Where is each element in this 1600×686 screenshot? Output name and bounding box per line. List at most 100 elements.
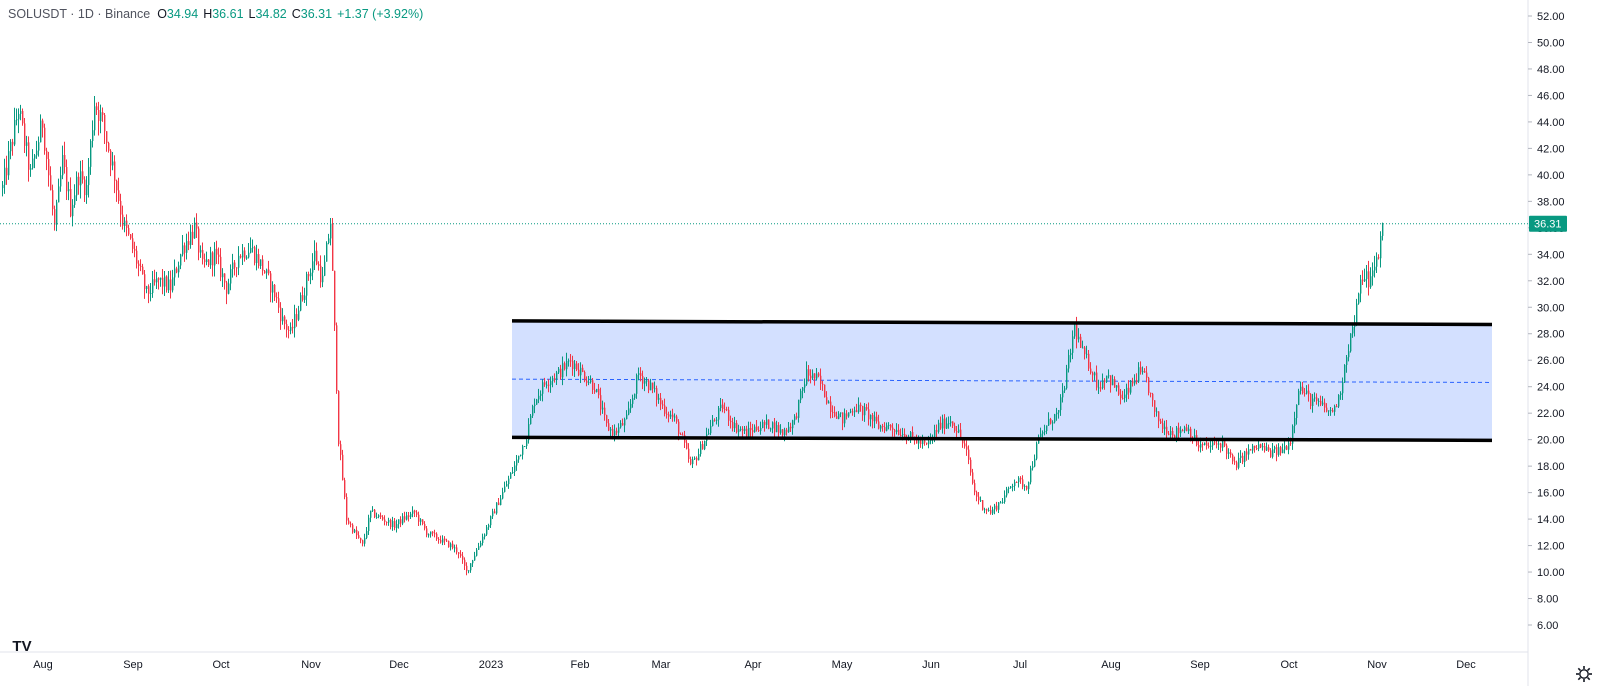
candle-body <box>502 491 504 499</box>
candle-body <box>196 222 198 229</box>
candle-body <box>342 454 344 481</box>
candle-body <box>962 437 964 444</box>
candle-body <box>378 515 380 517</box>
candle-body <box>272 284 274 293</box>
candle-body <box>830 401 832 413</box>
symbol-title[interactable]: SOLUSDT · 1D · Binance <box>8 7 151 21</box>
tradingview-logo-icon[interactable]: TV <box>12 637 32 655</box>
candle-body <box>744 428 746 432</box>
time-axis-label: Nov <box>301 659 321 671</box>
candle-body <box>1130 380 1132 393</box>
candle-body <box>950 421 952 424</box>
candle-body <box>74 195 76 205</box>
candle-body <box>218 254 220 257</box>
candle-body <box>482 536 484 543</box>
candle-body <box>20 111 22 114</box>
candle-body <box>836 416 838 419</box>
candle-body <box>770 428 772 430</box>
candle-body <box>284 316 286 325</box>
price-axis-label: 6.00 <box>1537 620 1558 632</box>
candle-body <box>778 425 780 433</box>
candle-body <box>670 414 672 417</box>
price-axis-label: 34.00 <box>1537 249 1565 261</box>
candle-body <box>14 119 16 145</box>
candle-body <box>802 387 804 391</box>
candle-body <box>772 422 774 429</box>
time-axis-label: 2023 <box>479 659 503 671</box>
candle-body <box>570 360 572 362</box>
candle-body <box>470 563 472 571</box>
candle-body <box>480 542 482 547</box>
candle-body <box>148 286 150 294</box>
candle-body <box>994 505 996 510</box>
candle-body <box>230 269 232 284</box>
candle-body <box>1046 425 1048 431</box>
candle-body <box>366 530 368 538</box>
candle-body <box>1362 279 1364 282</box>
candle-body <box>728 409 730 421</box>
candle-body <box>360 538 362 541</box>
candle-body <box>326 243 328 262</box>
candle-body <box>638 373 640 376</box>
candle-body <box>46 150 48 160</box>
candle-body <box>1050 418 1052 424</box>
candle-body <box>898 429 900 435</box>
price-axis-label: 52.00 <box>1537 11 1565 23</box>
candle-body <box>330 223 332 239</box>
candle-body <box>292 326 294 329</box>
candle-body <box>178 265 180 273</box>
candle-body <box>544 382 546 385</box>
candle-body <box>1168 433 1170 435</box>
candle-body <box>814 373 816 379</box>
candle-body <box>886 425 888 431</box>
candle-body <box>1342 381 1344 394</box>
channel-lower-line[interactable] <box>511 435 1493 443</box>
candle-body <box>788 426 790 433</box>
candle-body <box>1028 482 1030 490</box>
candle-body <box>352 524 354 533</box>
candle-body <box>900 434 902 436</box>
channel-upper-line[interactable] <box>511 319 1493 327</box>
candle-body <box>1212 442 1214 446</box>
candle-body <box>158 278 160 280</box>
candle-body <box>902 433 904 436</box>
candle-body <box>170 279 172 291</box>
candle-body <box>982 500 984 510</box>
gear-icon[interactable] <box>1575 665 1593 683</box>
candle-body <box>592 380 594 390</box>
candle-body <box>1160 421 1162 424</box>
candle-body <box>1206 442 1208 446</box>
last-price-tag-label: 36.31 <box>1534 219 1562 231</box>
candle-body <box>1112 379 1114 386</box>
candle-body <box>956 430 958 433</box>
candle-body <box>338 391 340 445</box>
candle-body <box>16 119 18 121</box>
candle-body <box>880 425 882 429</box>
candle-body <box>1052 422 1054 424</box>
candle-body <box>1320 400 1322 405</box>
candle-body <box>816 373 818 379</box>
candle-body <box>1268 447 1270 451</box>
candle-body <box>1272 449 1274 457</box>
candle-body <box>182 245 184 255</box>
candle-body <box>4 167 6 185</box>
candle-body <box>868 409 870 420</box>
candle-body <box>1246 451 1248 455</box>
candle-body <box>1134 380 1136 384</box>
candle-body <box>664 405 666 414</box>
candle-body <box>824 384 826 398</box>
candle-body <box>84 179 86 196</box>
candle-body <box>846 413 848 417</box>
candle-body <box>1242 455 1244 463</box>
candle-body <box>870 415 872 420</box>
candle-body <box>58 186 60 203</box>
candle-body <box>730 420 732 423</box>
candle-body <box>978 496 980 501</box>
candle-body <box>1140 367 1142 373</box>
candle-body <box>428 534 430 536</box>
candle-body <box>268 269 270 274</box>
candle-body <box>974 483 976 493</box>
candle-body <box>486 527 488 535</box>
candle-body <box>534 404 536 407</box>
